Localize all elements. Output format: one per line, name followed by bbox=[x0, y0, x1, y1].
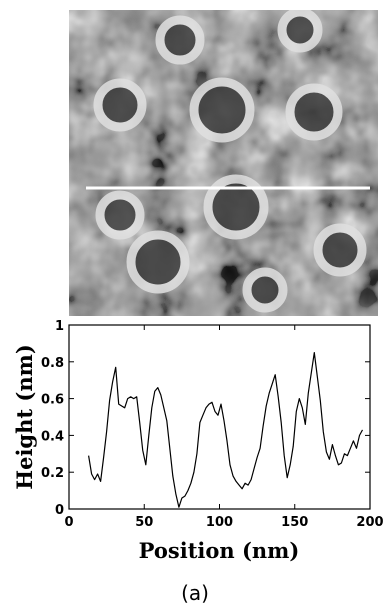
y-axis: 0 0.2 0.4 0.6 0.8 1 bbox=[41, 319, 370, 518]
plot-frame bbox=[68, 324, 371, 510]
y-tick-label: 0.2 bbox=[41, 466, 64, 481]
x-tick-label: 0 bbox=[64, 515, 73, 530]
height-profile-line bbox=[88, 352, 364, 508]
y-tick-label: 0.6 bbox=[41, 393, 64, 408]
x-tick-label: 200 bbox=[356, 515, 383, 530]
y-tick-label: 0.8 bbox=[41, 356, 64, 371]
y-tick-label: 0.4 bbox=[41, 429, 64, 444]
x-axis-label: Position (nm) bbox=[139, 538, 300, 563]
x-tick-label: 50 bbox=[135, 515, 153, 530]
afm-rings bbox=[93, 10, 367, 313]
x-axis: 0 50 100 150 200 bbox=[64, 325, 384, 530]
afm-image bbox=[69, 10, 378, 316]
y-axis-label: Height (nm) bbox=[12, 344, 37, 490]
y-tick-label: 1 bbox=[55, 319, 64, 334]
figure-caption: (a) bbox=[181, 581, 209, 605]
x-tick-label: 100 bbox=[206, 515, 233, 530]
x-tick-label: 150 bbox=[281, 515, 308, 530]
plot-lines bbox=[88, 352, 364, 508]
profile-chart: 00.20.40.60.81 0 50 100 150 200 Height (nm) … bbox=[12, 319, 384, 563]
y-tick-label: 0 bbox=[55, 503, 64, 518]
